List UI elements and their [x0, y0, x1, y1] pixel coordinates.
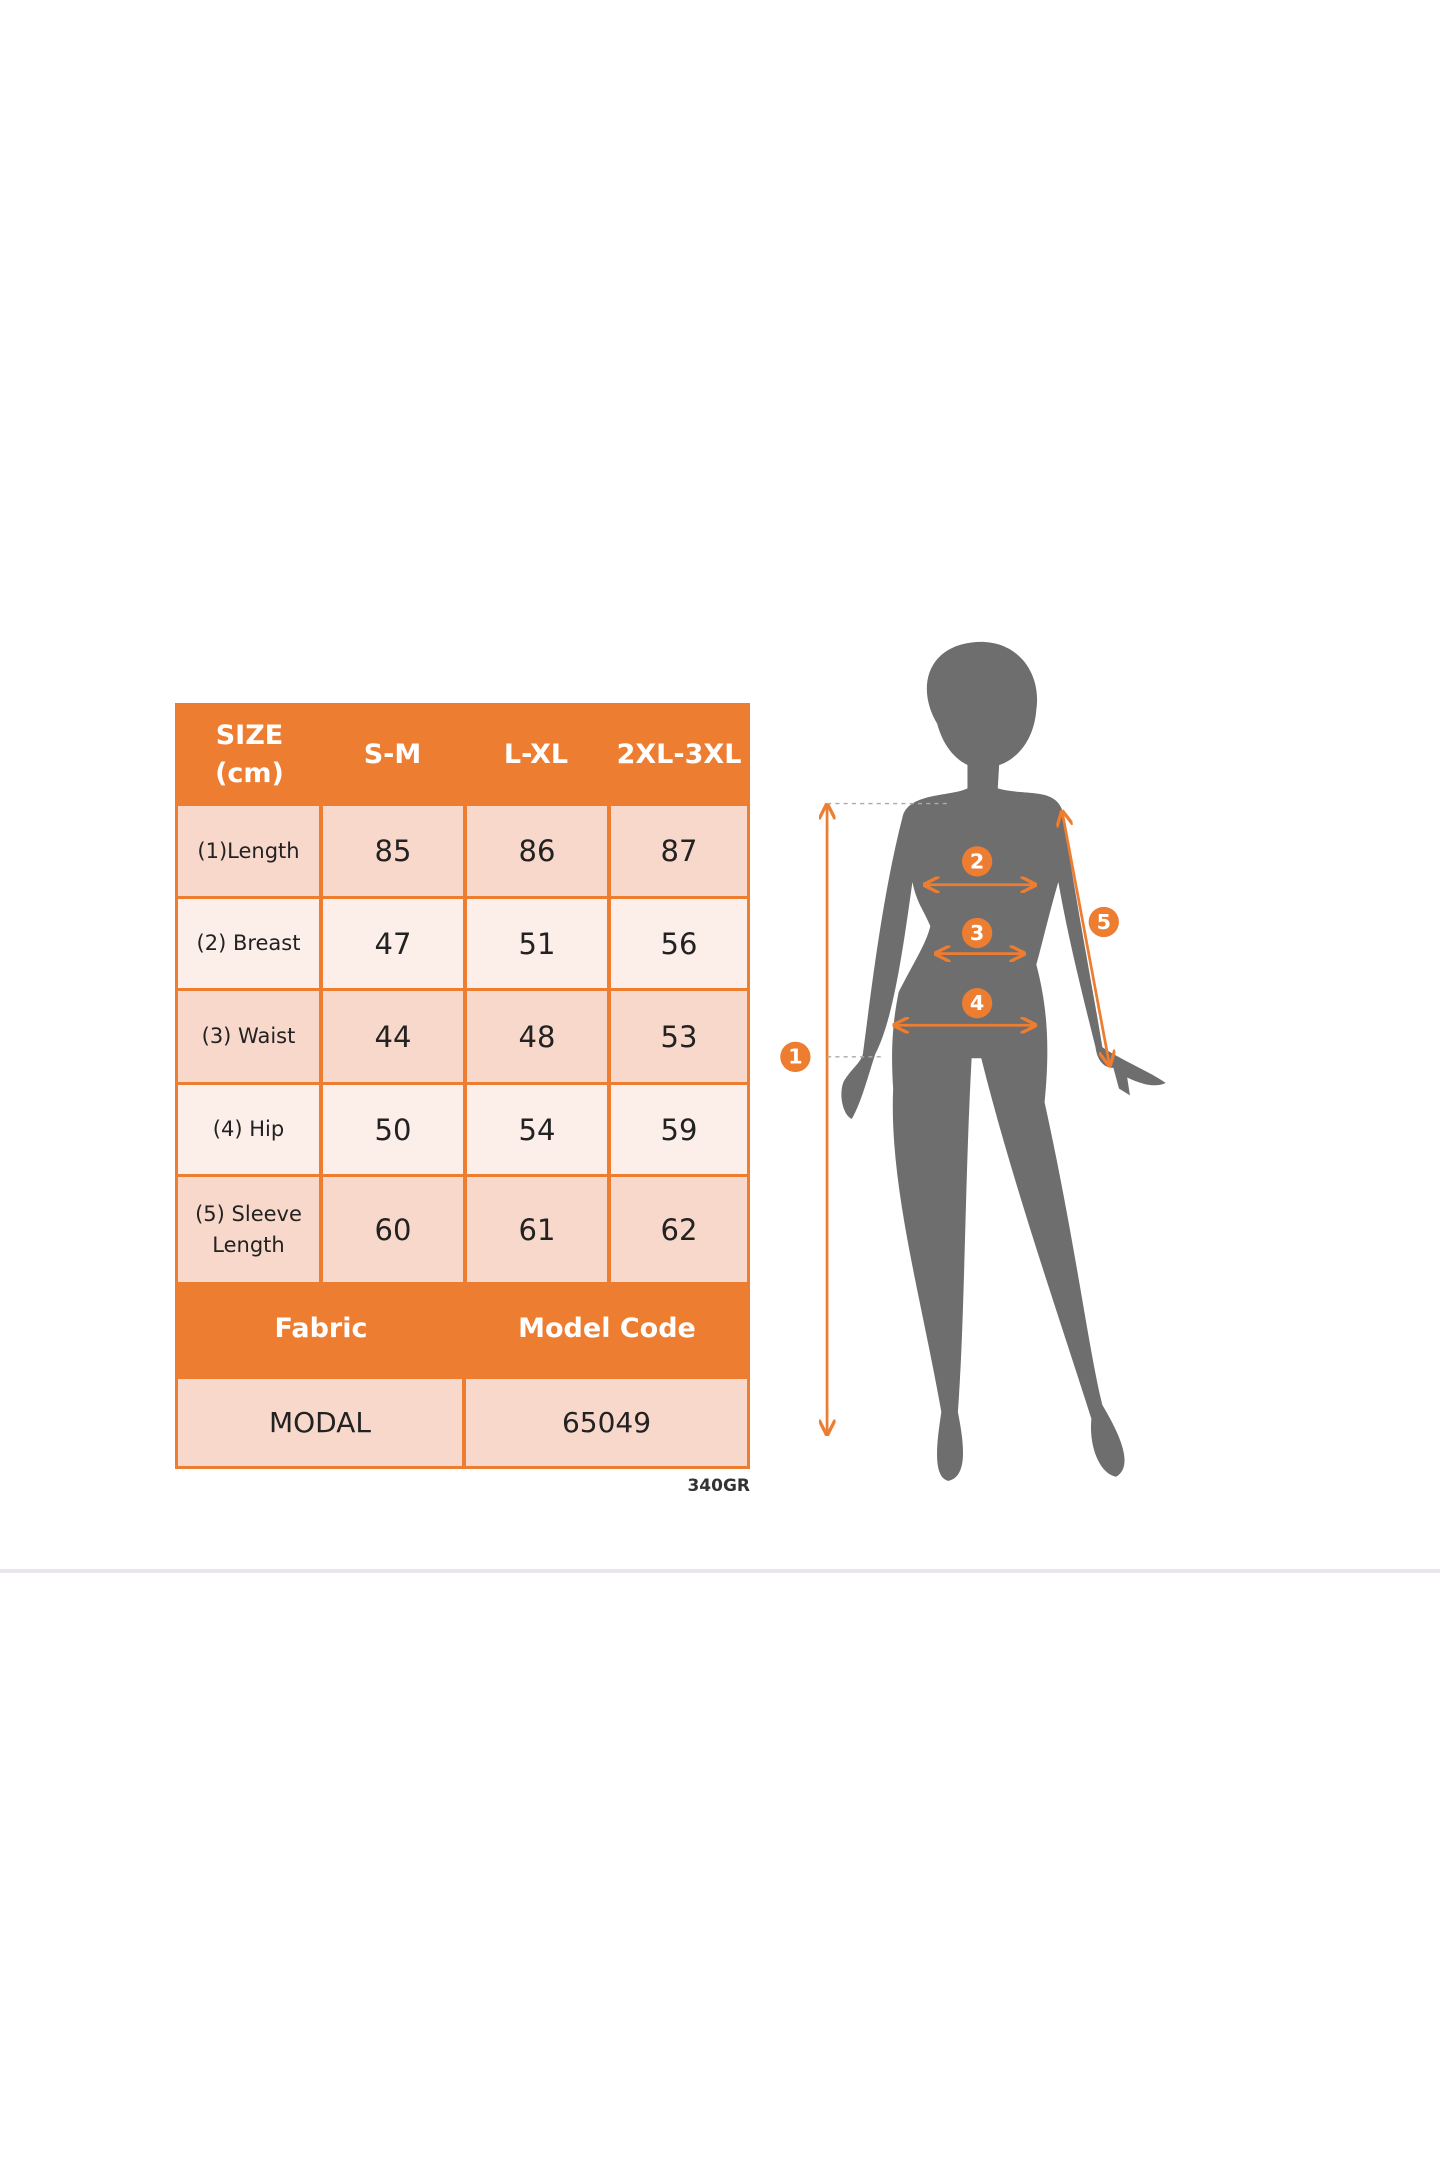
- table-cell: 44: [323, 991, 463, 1082]
- unit-label: (cm): [215, 757, 284, 789]
- svg-text:3: 3: [970, 921, 984, 945]
- row-label: (4) Hip: [178, 1085, 319, 1174]
- table-cell: 86: [467, 806, 607, 896]
- table-cell: 51: [467, 899, 607, 988]
- table-cell: 87: [611, 806, 747, 896]
- table-cell: 53: [611, 991, 747, 1082]
- size-column-header: S-M: [363, 738, 422, 770]
- marker-1: 1: [780, 1041, 811, 1073]
- fabric-header: Fabric: [274, 1313, 368, 1344]
- size-column-header: L-XL: [503, 738, 569, 770]
- svg-text:2: 2: [970, 849, 984, 873]
- model-code-header: Model Code: [518, 1313, 696, 1344]
- divider: [0, 1569, 1440, 1573]
- table-cell: 48: [467, 991, 607, 1082]
- table-cell: 62: [611, 1177, 747, 1282]
- sleeve-arrow: [1062, 813, 1109, 1064]
- marker-5: 5: [1088, 906, 1119, 938]
- table-cell: 59: [611, 1085, 747, 1174]
- fabric-value: MODAL: [178, 1379, 462, 1466]
- table-cell: 85: [323, 806, 463, 896]
- size-label: SIZE: [215, 719, 284, 751]
- row-label: (3) Waist: [178, 991, 319, 1082]
- marker-2: 2: [961, 846, 993, 877]
- table-cell: 54: [467, 1085, 607, 1174]
- model-code-value: 65049: [466, 1379, 747, 1466]
- size-header-cell: SIZE (cm): [178, 706, 321, 803]
- table-cell: 50: [323, 1085, 463, 1174]
- table-cell: 61: [467, 1177, 607, 1282]
- table-cell: 60: [323, 1177, 463, 1282]
- row-label: (1)Length: [178, 806, 319, 896]
- svg-text:5: 5: [1097, 910, 1111, 934]
- row-label-line: Length: [212, 1232, 285, 1257]
- body-measurement-figure: 1 2 3 4 5: [780, 641, 1166, 1481]
- product-code-label: 340GR: [687, 1476, 750, 1496]
- svg-text:4: 4: [970, 991, 984, 1015]
- table-cell: 56: [611, 899, 747, 988]
- row-label-line: (5) Sleeve: [195, 1201, 302, 1226]
- table-cell: 47: [323, 899, 463, 988]
- row-label: (2) Breast: [178, 899, 319, 988]
- svg-text:1: 1: [788, 1045, 802, 1069]
- size-chart-table: SIZE (cm) S-M L-XL 2XL-3XL (1)Length 85 …: [175, 703, 750, 1469]
- row-label: (5) Sleeve Length: [178, 1177, 319, 1282]
- size-column-header: 2XL-3XL: [616, 738, 742, 770]
- silhouette-icon: [841, 641, 1166, 1481]
- marker-4: 4: [961, 988, 993, 1019]
- marker-3: 3: [961, 917, 993, 949]
